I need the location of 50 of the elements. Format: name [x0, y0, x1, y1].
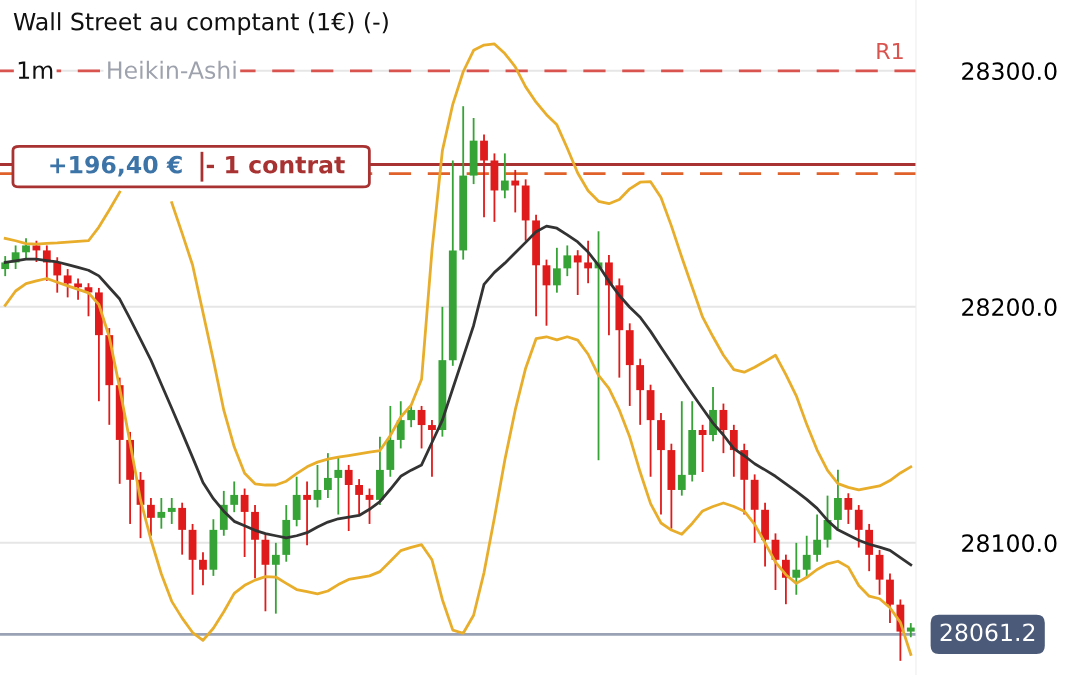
candlestick	[240, 487, 249, 558]
annotation: Heikin-Ashi	[108, 60, 236, 80]
annotation: - 1 contrat	[206, 156, 345, 174]
candlestick	[313, 464, 322, 509]
candlestick	[677, 400, 686, 497]
candlestick	[844, 492, 853, 525]
y-tick-label: 28300.0	[962, 62, 1057, 81]
y-tick-label: 28100.0	[962, 534, 1057, 553]
candlestick	[792, 541, 801, 596]
candlestick	[396, 400, 405, 450]
candlestick	[303, 480, 311, 547]
candlestick	[53, 256, 62, 294]
candlestick	[271, 541, 280, 615]
ref-line-label: R1	[877, 42, 903, 60]
candlestick	[199, 551, 207, 587]
candlestick	[563, 244, 572, 278]
candlestick	[584, 239, 593, 285]
candlestick	[74, 277, 82, 301]
candlestick	[428, 419, 436, 478]
candlestick	[157, 497, 166, 530]
candlestick	[63, 268, 72, 299]
candlestick	[854, 504, 863, 549]
candlestick	[32, 239, 41, 263]
annotation: +196,40 €	[50, 155, 182, 177]
candlestick	[22, 237, 30, 261]
candlestick	[355, 478, 364, 516]
candlestick	[365, 487, 374, 525]
candlestick	[834, 468, 842, 530]
candlestick	[147, 497, 155, 537]
candlestick	[178, 501, 187, 556]
candlestick	[1, 255, 10, 278]
candlestick	[230, 480, 239, 514]
line-series	[3, 277, 913, 656]
candlestick	[552, 246, 561, 294]
text: Wall Street au comptant (1€) (-)	[13, 12, 388, 36]
line-series	[3, 224, 913, 567]
candlestick	[334, 456, 343, 516]
candlestick	[323, 452, 332, 499]
candlestick	[167, 497, 176, 525]
candlestick	[407, 405, 416, 429]
candlestick	[813, 513, 822, 563]
y-tick-label: 28200.0	[962, 298, 1057, 317]
candlestick	[500, 152, 509, 200]
candlestick	[511, 169, 520, 214]
candlestick	[573, 249, 582, 296]
candlestick	[698, 423, 707, 473]
candlestick	[344, 464, 353, 532]
annotation: 1m	[18, 61, 53, 79]
ref-line-label: 28061.2	[940, 623, 1035, 642]
candlestick	[480, 133, 488, 219]
